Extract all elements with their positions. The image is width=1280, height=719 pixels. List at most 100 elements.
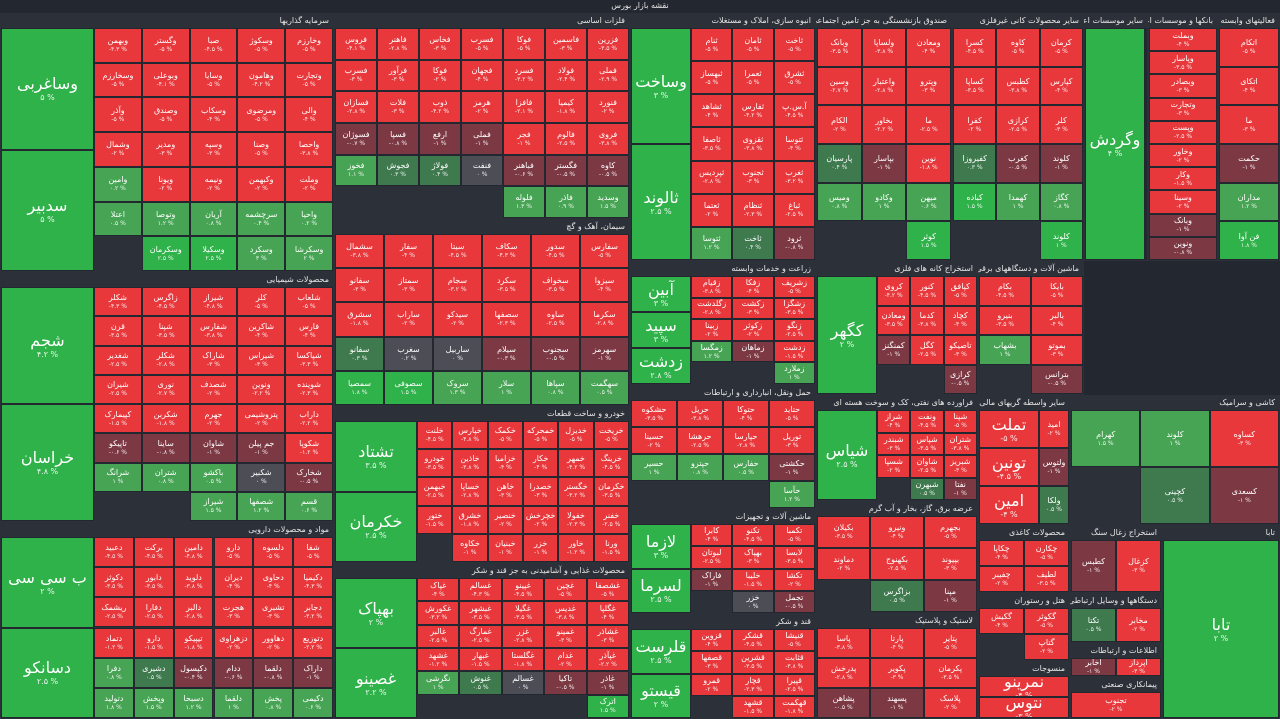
stock-tile[interactable]: دسبحا ۱.۲ % xyxy=(173,687,214,718)
stock-tile[interactable]: سجنوب -۰.۵ % xyxy=(531,336,580,371)
stock-tile[interactable]: خرینگ -۴.۵ % xyxy=(593,449,629,478)
stock-tile[interactable]: حفارس ۰.۵ % xyxy=(723,454,769,481)
stock-tile[interactable]: دزهراوی -۲ % xyxy=(213,627,254,658)
stock-tile[interactable]: خزامیا -۴ % xyxy=(487,449,523,478)
stock-tile[interactable]: وآذر -۵ % xyxy=(94,97,142,133)
stock-tile[interactable]: کغرب -۰.۵ % xyxy=(996,144,1040,183)
stock-tile[interactable]: شفا -۵ % xyxy=(293,537,333,568)
stock-tile[interactable]: حسیر ۱ % xyxy=(631,454,677,481)
stock-tile[interactable]: قصفها -۳ % xyxy=(691,651,733,674)
stock-tile[interactable]: قلرست ۲.۵ % xyxy=(631,629,691,674)
stock-tile[interactable]: شجم ۴.۲ % xyxy=(1,287,94,404)
stock-tile[interactable]: تکنو -۴.۵ % xyxy=(732,524,774,547)
stock-tile[interactable]: ثشاهد -۴ % xyxy=(691,94,733,128)
stock-tile[interactable]: سصفها -۲.۳ % xyxy=(482,302,531,337)
stock-tile[interactable]: سپاها ۰.۸ % xyxy=(531,370,580,405)
stock-tile[interactable]: خبهمن -۲.۵ % xyxy=(417,477,453,506)
stock-tile[interactable]: شکربن -۱.۸ % xyxy=(141,404,190,434)
stock-tile[interactable]: حآسا ۱.۲ % xyxy=(769,481,815,508)
stock-tile[interactable]: خاور -۱.۲ % xyxy=(558,533,594,562)
stock-tile[interactable]: امید -۲ % xyxy=(1039,410,1069,448)
stock-tile[interactable]: خکار -۴ % xyxy=(523,449,559,478)
stock-tile[interactable]: زگلدشت -۲.۸ % xyxy=(691,297,733,320)
stock-tile[interactable]: غگلستا -۱.۸ % xyxy=(501,648,545,672)
stock-tile[interactable]: گکوثر -۵ % xyxy=(1024,608,1069,634)
stock-tile[interactable]: سکرد -۳.۵ % xyxy=(482,268,531,303)
stock-tile[interactable]: فسرب -۳ % xyxy=(335,59,377,92)
stock-tile[interactable]: وسکیلا ۲.۵ % xyxy=(189,236,238,271)
stock-tile[interactable]: شصدف -۲ % xyxy=(189,374,238,404)
stock-tile[interactable]: پکویر -۳ % xyxy=(870,658,924,688)
stock-tile[interactable]: سدور -۴.۵ % xyxy=(531,234,580,269)
stock-tile[interactable]: دهاوور -۲ % xyxy=(253,627,294,658)
stock-tile[interactable]: جم پیلن -۱ % xyxy=(237,433,286,463)
stock-tile[interactable]: دعبید -۴.۵ % xyxy=(94,537,134,568)
stock-tile[interactable]: وسکاب -۴ % xyxy=(189,97,238,133)
stock-tile[interactable]: سخواف -۳.۵ % xyxy=(531,268,580,303)
stock-tile[interactable]: خنصیر -۲ % xyxy=(487,505,523,534)
stock-tile[interactable]: بشهاب ۱ % xyxy=(979,335,1031,365)
stock-tile[interactable]: سلار ۱ % xyxy=(482,370,531,405)
stock-tile[interactable]: فسپا -۰.۸ % xyxy=(377,123,419,155)
stock-tile[interactable]: واحصا -۳.۸ % xyxy=(285,132,333,167)
stock-tile[interactable]: کیمیا -۱.۸ % xyxy=(545,91,587,123)
stock-tile[interactable]: وصندق -۵ % xyxy=(141,97,190,133)
stock-tile[interactable]: قشکر -۴.۵ % xyxy=(732,629,774,652)
stock-tile[interactable]: وصنا -۵ % xyxy=(237,132,286,167)
stock-tile[interactable]: غگلپا -۴ % xyxy=(586,601,629,625)
stock-tile[interactable]: اعتلا ۰.۵ % xyxy=(94,201,142,237)
stock-tile[interactable]: شاکرین -۴ % xyxy=(237,316,286,346)
stock-tile[interactable]: توریل -۳ % xyxy=(769,427,815,454)
stock-tile[interactable]: سیلام -۰.۳ % xyxy=(482,336,531,371)
stock-tile[interactable]: حکشتی -۱ % xyxy=(769,454,815,481)
stock-tile[interactable]: نگرشی ۱ % xyxy=(417,671,460,695)
stock-tile[interactable]: غشاذر -۳ % xyxy=(586,624,629,648)
stock-tile[interactable]: سمتاز -۳ % xyxy=(384,268,433,303)
stock-tile[interactable]: دلقما -۰.۸ % xyxy=(253,657,294,688)
stock-tile[interactable]: وگستر -۵ % xyxy=(141,28,190,63)
stock-tile[interactable]: وسینا -۲ % xyxy=(1149,190,1217,214)
stock-tile[interactable]: حریل -۳.۸ % xyxy=(677,400,723,427)
stock-tile[interactable]: کزغال -۳ % xyxy=(1116,540,1161,592)
stock-tile[interactable]: خریخت -۵ % xyxy=(593,421,629,450)
stock-tile[interactable]: کدما -۳.۸ % xyxy=(910,305,944,335)
stock-tile[interactable]: خگستر -۳.۲ % xyxy=(558,477,594,506)
stock-tile[interactable]: شبندر -۳ % xyxy=(877,432,911,455)
stock-tile[interactable]: فلوله ۱.۳ % xyxy=(503,186,545,218)
stock-tile[interactable]: ثاصفا -۳.۵ % xyxy=(691,127,733,161)
stock-tile[interactable]: ساربیل ۰ % xyxy=(433,336,482,371)
stock-tile[interactable]: شلعاب -۵ % xyxy=(285,287,333,317)
stock-tile[interactable]: فاهنر -۲.۸ % xyxy=(377,28,419,60)
stock-tile[interactable]: اترک ۱.۵ % xyxy=(586,694,629,718)
stock-tile[interactable]: سیزوا -۴ % xyxy=(580,268,629,303)
stock-tile[interactable]: ریشمک -۲.۵ % xyxy=(94,597,134,628)
stock-tile[interactable]: کاوه -۰.۵ % xyxy=(587,154,629,187)
stock-tile[interactable]: ختور -۱.۵ % xyxy=(417,505,453,534)
stock-tile[interactable]: ثنظام -۲.۳ % xyxy=(732,193,774,227)
stock-tile[interactable]: کپافق -۵ % xyxy=(943,276,977,306)
stock-tile[interactable]: قزوین -۴ % xyxy=(691,629,733,652)
stock-tile[interactable]: نوری -۲.۷ % xyxy=(141,374,190,404)
stock-tile[interactable]: فاسمین -۳ % xyxy=(545,28,587,60)
stock-tile[interactable]: شاوان -۱ % xyxy=(189,433,238,463)
stock-tile[interactable]: تملت -۵ % xyxy=(979,410,1039,448)
stock-tile[interactable]: دتماد -۱.۲ % xyxy=(94,627,134,658)
stock-tile[interactable]: کگل -۲.۵ % xyxy=(910,335,944,365)
stock-tile[interactable]: بپاسار -۱ % xyxy=(861,144,907,183)
stock-tile[interactable]: پتاير -۵ % xyxy=(923,628,977,658)
stock-tile[interactable]: سمصیا ۱.۸ % xyxy=(335,370,384,405)
stock-tile[interactable]: قهکمت -۱.۸ % xyxy=(773,695,815,718)
stock-tile[interactable]: نفتا -۱ % xyxy=(943,477,977,500)
stock-tile[interactable]: شیراس -۳ % xyxy=(237,345,286,375)
stock-tile[interactable]: خکرمان -۳.۵ % xyxy=(593,477,629,506)
stock-tile[interactable]: ومرضوی -۵ % xyxy=(237,97,286,133)
stock-tile[interactable]: دلوید -۳.۸ % xyxy=(173,567,214,598)
stock-tile[interactable]: خکرمان ۲.۵ % xyxy=(335,491,417,562)
stock-tile[interactable]: غنوش ۰.۵ % xyxy=(459,671,502,695)
stock-tile[interactable]: ونفت -۴.۵ % xyxy=(910,410,944,433)
stock-tile[interactable]: ساینا -۰.۸ % xyxy=(141,433,190,463)
stock-tile[interactable]: وبصادر -۳ % xyxy=(1149,74,1217,98)
stock-tile[interactable]: خزر ۰ % xyxy=(732,590,774,613)
stock-tile[interactable]: بهپاک ۲ % xyxy=(335,578,417,648)
stock-tile[interactable]: دکیمیا -۴.۳ % xyxy=(293,567,333,598)
